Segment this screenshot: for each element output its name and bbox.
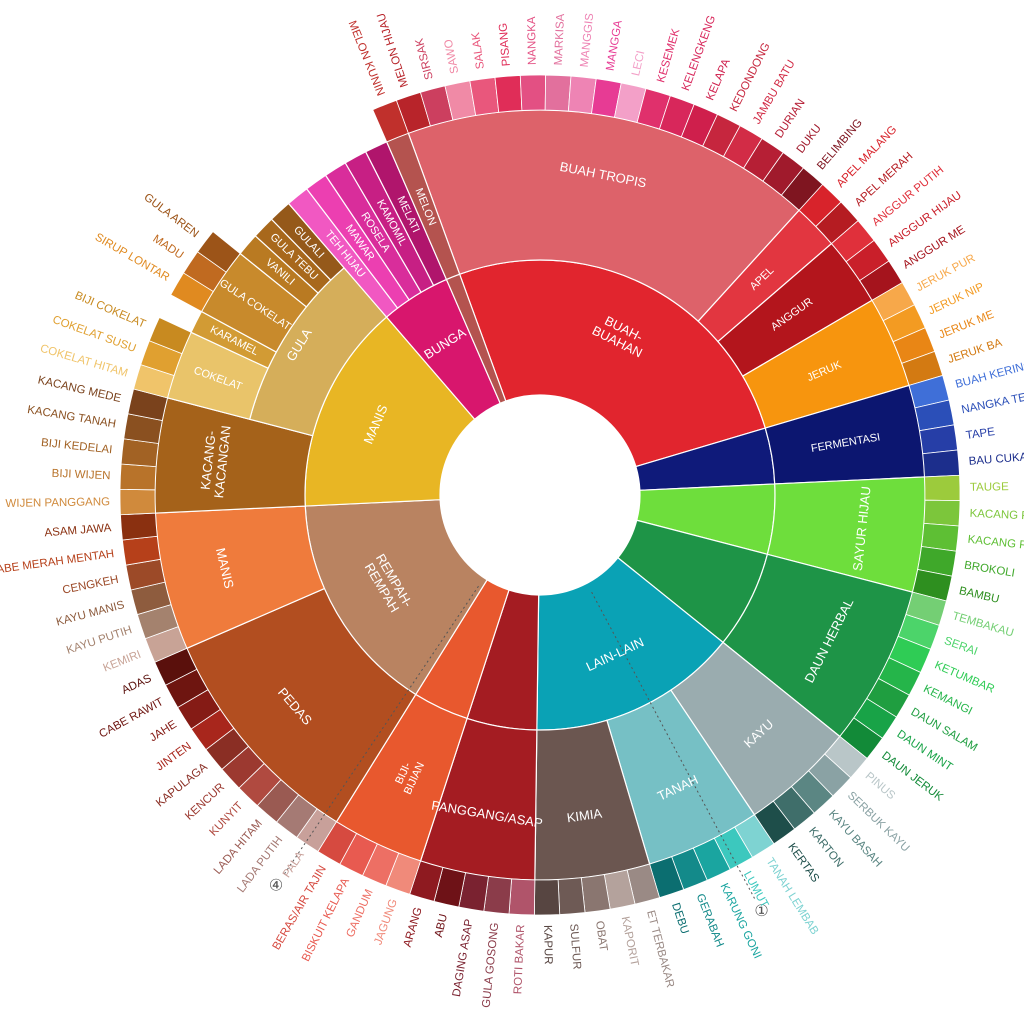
flavor-note-kaporit: KAPORIT [619, 915, 641, 967]
flavor-note-wijen-panggang: WIJEN PANGGANG [5, 496, 110, 510]
guide-marker: ④ [269, 878, 283, 895]
flavor-note-cabe-merah-mentah: CABE MERAH MENTAH [0, 548, 115, 577]
flavor-note-debu: DEBU [669, 901, 690, 935]
flavor-note-biji-wijen: BIJI WIJEN [51, 468, 110, 483]
flavor-note-markisa: MARKISA [553, 13, 567, 66]
flavor-bar-asam-jawa [120, 512, 158, 541]
flavor-note-gerabah: GERABAH [694, 892, 726, 949]
flavor-note-gula-gosong: GULA GOSONG [481, 922, 502, 1008]
flavor-note-tembakau: TEMBAKAU [951, 610, 1015, 639]
flavor-note-kacang-panjang: KACANG PANJANG [967, 534, 1024, 557]
flavor-note-jahe: JAHE [148, 718, 180, 744]
flavor-note-madu: MADU [151, 233, 186, 262]
flavor-note-jeruk-me: JERUK ME [937, 309, 996, 342]
flavor-note-abu: ABU [433, 913, 450, 939]
flavor-note-jeruk-nip: JERUK NIP [927, 281, 987, 318]
wheel-guides: ①④ [269, 585, 769, 920]
flavor-note-leci: LECI [630, 50, 647, 78]
flavor-note-kertas: KERTAS [785, 841, 821, 885]
flavor-note-et-terbakar: ET TERBAKAR [644, 909, 676, 989]
flavor-note-duku: DUKU [795, 123, 824, 156]
flavor-note-tape: TAPE [965, 426, 996, 442]
flavor-note-kemangi: KEMANGI [921, 683, 974, 718]
flavor-note-bambu: BAMBU [958, 585, 1001, 606]
flavor-note-kacang-tanah: KACANG TANAH [26, 404, 116, 431]
flavor-note-pisang: PISANG [498, 22, 513, 66]
flavor-bar-sulfur [557, 877, 586, 915]
flavor-note-kacang-polong: KACANG POLONG [969, 508, 1024, 524]
flavor-note-gula-aren: GULA AREN [141, 191, 200, 240]
flavor-bar-markisa [544, 74, 572, 112]
flavor-note-bau-cuka: BAU CUKA [968, 451, 1024, 468]
flavor-bar-roti-bakar [508, 878, 536, 916]
flavor-note-kunyit: KUNYIT [207, 800, 245, 839]
flavor-note-brokoli: BROKOLI [963, 560, 1015, 580]
flavor-note-serai: SERAI [943, 635, 980, 658]
flavor-note-mangga: MANGGA [605, 19, 625, 72]
wheel-hub [440, 395, 640, 595]
flavor-bar-kapur [533, 879, 561, 916]
flavor-bar-melon-kunin [372, 99, 409, 143]
guide-line [282, 585, 479, 877]
flavor-bar-nangka [519, 74, 547, 111]
subcategory-label: KIMIA [566, 806, 603, 826]
flavor-note-karton: KARTON [806, 825, 845, 869]
flavor-note-sirsak: SIRSAK [413, 37, 435, 81]
flavor-bar-bau-cuka [922, 449, 960, 478]
flavor-note-asam-jawa: ASAM JAWA [44, 522, 112, 539]
flavor-note-roti-bakar: ROTI BAKAR [512, 924, 527, 994]
flavor-note-kacang-mede: KACANG MEDE [37, 374, 123, 405]
flavor-note-arang: ARANG [402, 906, 425, 949]
flavor-note-jeruk-ba: JERUK BA [946, 337, 1003, 366]
flavor-note-buah-kering: BUAH KERING [954, 359, 1024, 391]
flavor-note-biji-kedelai: BIJI KEDELAI [40, 437, 112, 456]
flavor-note-sulfur: SULFUR [567, 923, 583, 970]
flavor-bar-kacang-polong [923, 499, 961, 527]
flavor-note-salak: SALAK [470, 31, 487, 70]
flavor-bar-tauge [924, 474, 961, 502]
guide-marker: ① [754, 903, 768, 920]
flavor-note-kelapa: KELAPA [704, 57, 732, 102]
flavor-note-daging-asap: DAGING ASAP [451, 918, 476, 998]
flavor-note-sawo: SAWO [443, 38, 462, 74]
wheel-segments [119, 74, 961, 916]
flavor-note-kapur: KAPUR [541, 925, 554, 965]
flavor-bar-pisang [494, 75, 523, 113]
flavor-bar-wijen-panggang [119, 488, 156, 516]
guide-line [591, 591, 757, 902]
flavor-note-cengkeh: CENGKEH [61, 574, 119, 597]
flavor-note-tauge: TAUGE [970, 481, 1009, 494]
flavor-note-manggis: MANGGIS [579, 12, 597, 68]
flavor-note-kayu-putih: KAYU PUTIH [65, 624, 133, 657]
flavor-note-nangka: NANGKA [526, 16, 539, 65]
flavor-note-kesemek: KESEMEK [655, 27, 682, 84]
flavor-note-obat: OBAT [593, 920, 609, 952]
flavor-note-durian: DURIAN [773, 97, 807, 140]
flavor-note-jinten: JINTEN [154, 740, 194, 773]
flavor-note-pala: PALA [281, 849, 307, 880]
flavor-note-adas: ADAS [120, 672, 154, 696]
flavor-note-kayu-manis: KAYU MANIS [55, 599, 126, 629]
flavor-bar-biji-wijen [119, 463, 157, 491]
flavor-note-jagung: JAGUNG [372, 897, 400, 946]
flavor-note-pinus: PINUS [863, 770, 898, 802]
flavor-note-gandum: GANDUM [344, 888, 375, 940]
flavor-note-kemiri: KEMIRI [102, 649, 143, 675]
